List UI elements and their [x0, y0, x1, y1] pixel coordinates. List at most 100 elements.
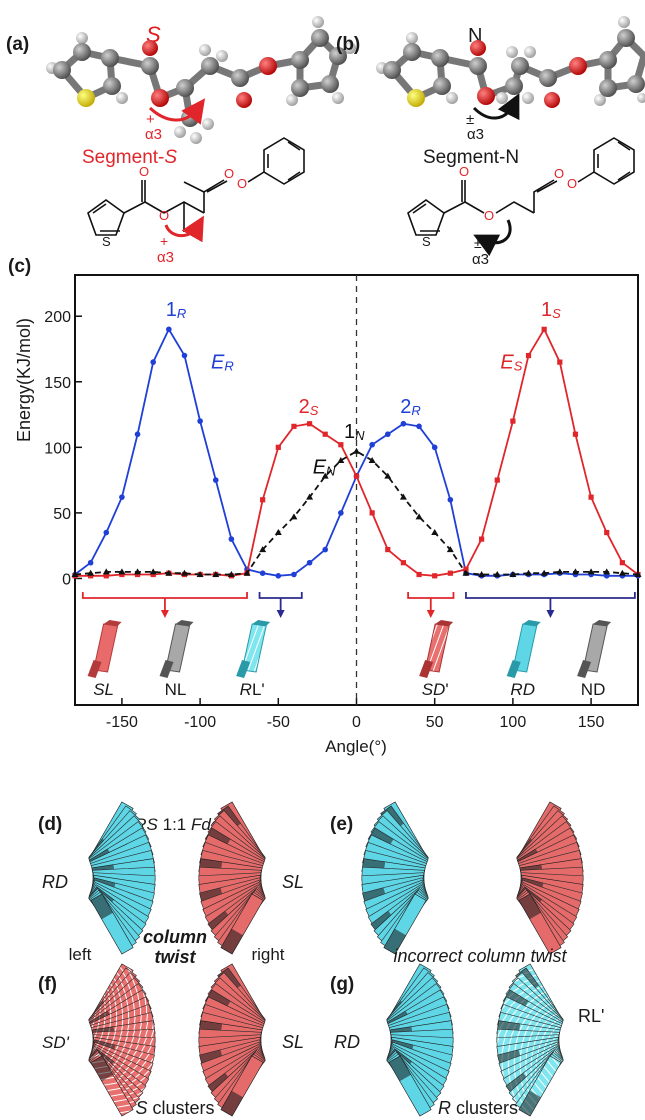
- panel-d: (d) RS 1:1 Fddd RD SL column twist left …: [38, 801, 304, 967]
- series-point-en: [274, 529, 282, 536]
- series-point-en: [87, 569, 95, 576]
- x-tick-label: 50: [426, 714, 444, 731]
- series-point-en: [399, 493, 407, 500]
- series-point-es: [400, 560, 407, 566]
- curve-annotation: 1N: [344, 421, 365, 443]
- chart-annotations: 1R ER 2S 1N EN 2R ES 1S: [166, 299, 561, 478]
- panel-g: (g) RD RL' R clusters: [330, 963, 604, 1118]
- series-point-es: [447, 570, 453, 576]
- series-point-en: [368, 456, 376, 463]
- block-tail: [87, 660, 102, 678]
- series-point-er: [338, 510, 344, 516]
- x-tick-label: -150: [106, 714, 138, 731]
- panel-f-letter: (f): [38, 974, 57, 995]
- series-point-en: [243, 569, 251, 576]
- series-point-en: [634, 571, 642, 578]
- series-point-en: [196, 571, 204, 578]
- panel-a-angle2-sign: +: [160, 233, 168, 249]
- x-tick-label: 0: [352, 714, 361, 731]
- series-point-es: [306, 421, 313, 427]
- curve-annotation: 1S: [541, 299, 561, 321]
- panel-b-oxygen-2: O: [484, 208, 494, 223]
- series-point-es: [134, 571, 141, 578]
- column-twist-incorrect-cyan: [361, 801, 429, 955]
- series-point-es: [338, 442, 344, 448]
- curve-annotation: 1R: [166, 299, 187, 321]
- panel-a-angle-sign: +: [146, 111, 155, 128]
- series-point-en: [431, 529, 439, 536]
- series-point-es: [604, 529, 610, 536]
- block-label: NL: [165, 680, 187, 699]
- block-label: RD: [510, 680, 535, 699]
- series-point-en: [571, 568, 579, 575]
- series-point-er: [134, 431, 141, 438]
- panel-d-letter: (d): [38, 814, 62, 835]
- x-tick-label: 150: [578, 714, 605, 731]
- series-point-en: [353, 447, 360, 454]
- block-label: ND: [581, 680, 606, 699]
- panel-c-letter: (c): [8, 256, 31, 277]
- series-point-en: [493, 571, 501, 578]
- panel-f-label-right: SL: [282, 1032, 304, 1052]
- y-tick-label: 200: [44, 309, 71, 326]
- panel-e-letter: (e): [330, 814, 353, 835]
- panel-a-oxygen-1: O: [139, 164, 149, 179]
- y-tick-label: 150: [44, 375, 71, 392]
- curve-annotation: EN: [313, 457, 336, 479]
- panel-f-label-left: SD': [42, 1033, 70, 1052]
- series-point-es: [88, 573, 94, 579]
- block-top: [252, 620, 271, 626]
- block-label: SL: [93, 680, 114, 699]
- series-point-es: [275, 444, 281, 450]
- series-point-er: [416, 423, 422, 430]
- panel-a-angle2-label: α3: [157, 249, 174, 266]
- series-point-es: [494, 477, 500, 483]
- panel-g-caption: R clusters: [438, 1098, 518, 1118]
- range-arrow-head: [426, 610, 435, 618]
- series-point-en: [259, 546, 267, 553]
- series-point-er: [322, 546, 329, 553]
- series-point-er: [166, 326, 172, 333]
- series-point-es: [291, 423, 297, 429]
- block-face: [424, 623, 450, 673]
- panel-b-angle2-label: α3: [472, 251, 489, 268]
- series-point-en: [462, 569, 470, 576]
- panel-b-angle-sign: ±: [466, 111, 474, 128]
- panel-a: (a) S: [6, 16, 356, 266]
- panel-e: (e) incorrect column twist: [330, 801, 584, 966]
- panel-b-ring-atom: S: [422, 234, 431, 249]
- series-point-er: [87, 559, 94, 566]
- panel-b-oxygen-4: O: [567, 176, 577, 191]
- column-twist-g-right: [496, 963, 564, 1117]
- series-point-es: [541, 326, 547, 332]
- series-point-en: [525, 569, 533, 576]
- series-point-en: [556, 568, 564, 575]
- ball-stick-model-n: ± α3: [376, 16, 645, 143]
- series-point-es: [119, 571, 125, 578]
- panel-g-label-left: RD: [334, 1032, 360, 1052]
- block-tail: [577, 660, 592, 678]
- series-point-er: [150, 359, 156, 365]
- curve-annotation: 2R: [400, 396, 421, 418]
- panel-b-oxygen-1: O: [459, 164, 469, 179]
- series-point-es: [619, 560, 625, 566]
- series-point-en: [71, 571, 79, 578]
- series-point-es: [510, 418, 516, 424]
- series-point-er: [291, 571, 297, 578]
- block-label: SD': [422, 680, 449, 699]
- block-top: [175, 620, 194, 626]
- series-point-es: [557, 359, 563, 365]
- panel-a-angle-label: α3: [145, 126, 162, 143]
- panel-d-label-left: RD: [42, 872, 68, 892]
- y-tick-label: 50: [53, 506, 71, 523]
- series-point-er: [384, 431, 391, 438]
- series-line-en: [74, 450, 639, 576]
- range-bracket: [465, 592, 636, 599]
- series-point-en: [478, 571, 486, 578]
- block-tail: [236, 660, 251, 678]
- panel-d-caption-right: right: [251, 945, 284, 964]
- series-point-en: [446, 546, 454, 553]
- series-point-es: [150, 571, 156, 578]
- energy-chart: -150 -100 -50 0 50 100 150 0 50 100 150 200 SL NL RL'…: [14, 274, 642, 756]
